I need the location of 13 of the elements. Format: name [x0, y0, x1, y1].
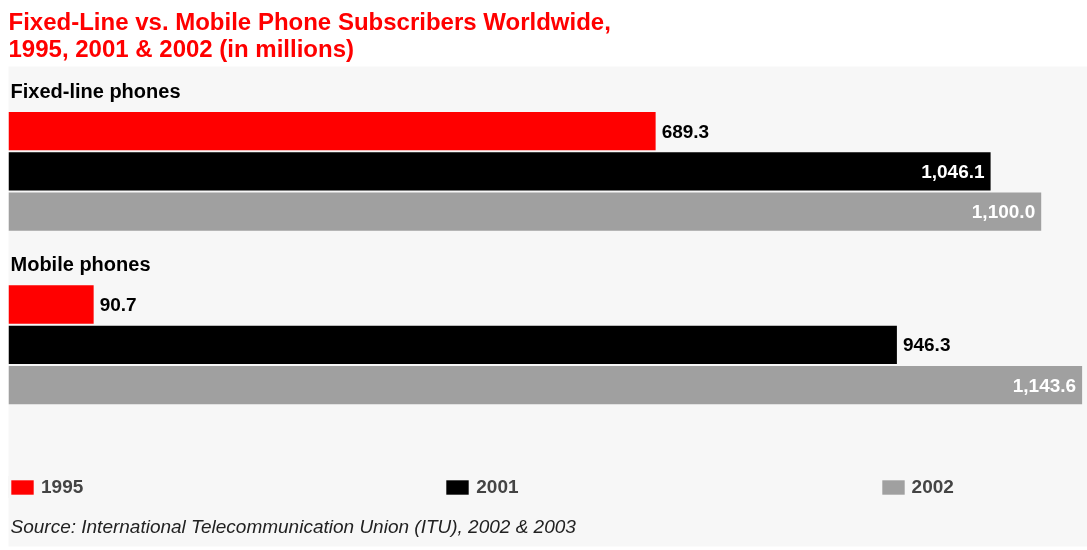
y-tick-label: Mobile phones: [10, 253, 151, 276]
legend-label: 2001: [476, 476, 519, 498]
data-label: 1,046.1: [921, 160, 986, 182]
legend-label: 1995: [41, 476, 84, 498]
chart-title: Fixed-Line vs. Mobile Phone Subscribers Worldwide, 1995, 2001 & 2002 (in millions): [8, 7, 611, 62]
data-label: 946.3: [902, 334, 951, 356]
y-tick-label: Fixed-line phones: [10, 79, 181, 102]
annotation: Source: International Telecommunication Union (ITU), 2002 & 2003: [10, 515, 577, 537]
data-label: 1,143.6: [1012, 374, 1077, 396]
data-label: 689.3: [661, 120, 710, 142]
data-label: 1,100.0: [971, 201, 1036, 223]
data-label: 90.7: [99, 293, 137, 315]
legend-label: 2002: [911, 476, 954, 498]
